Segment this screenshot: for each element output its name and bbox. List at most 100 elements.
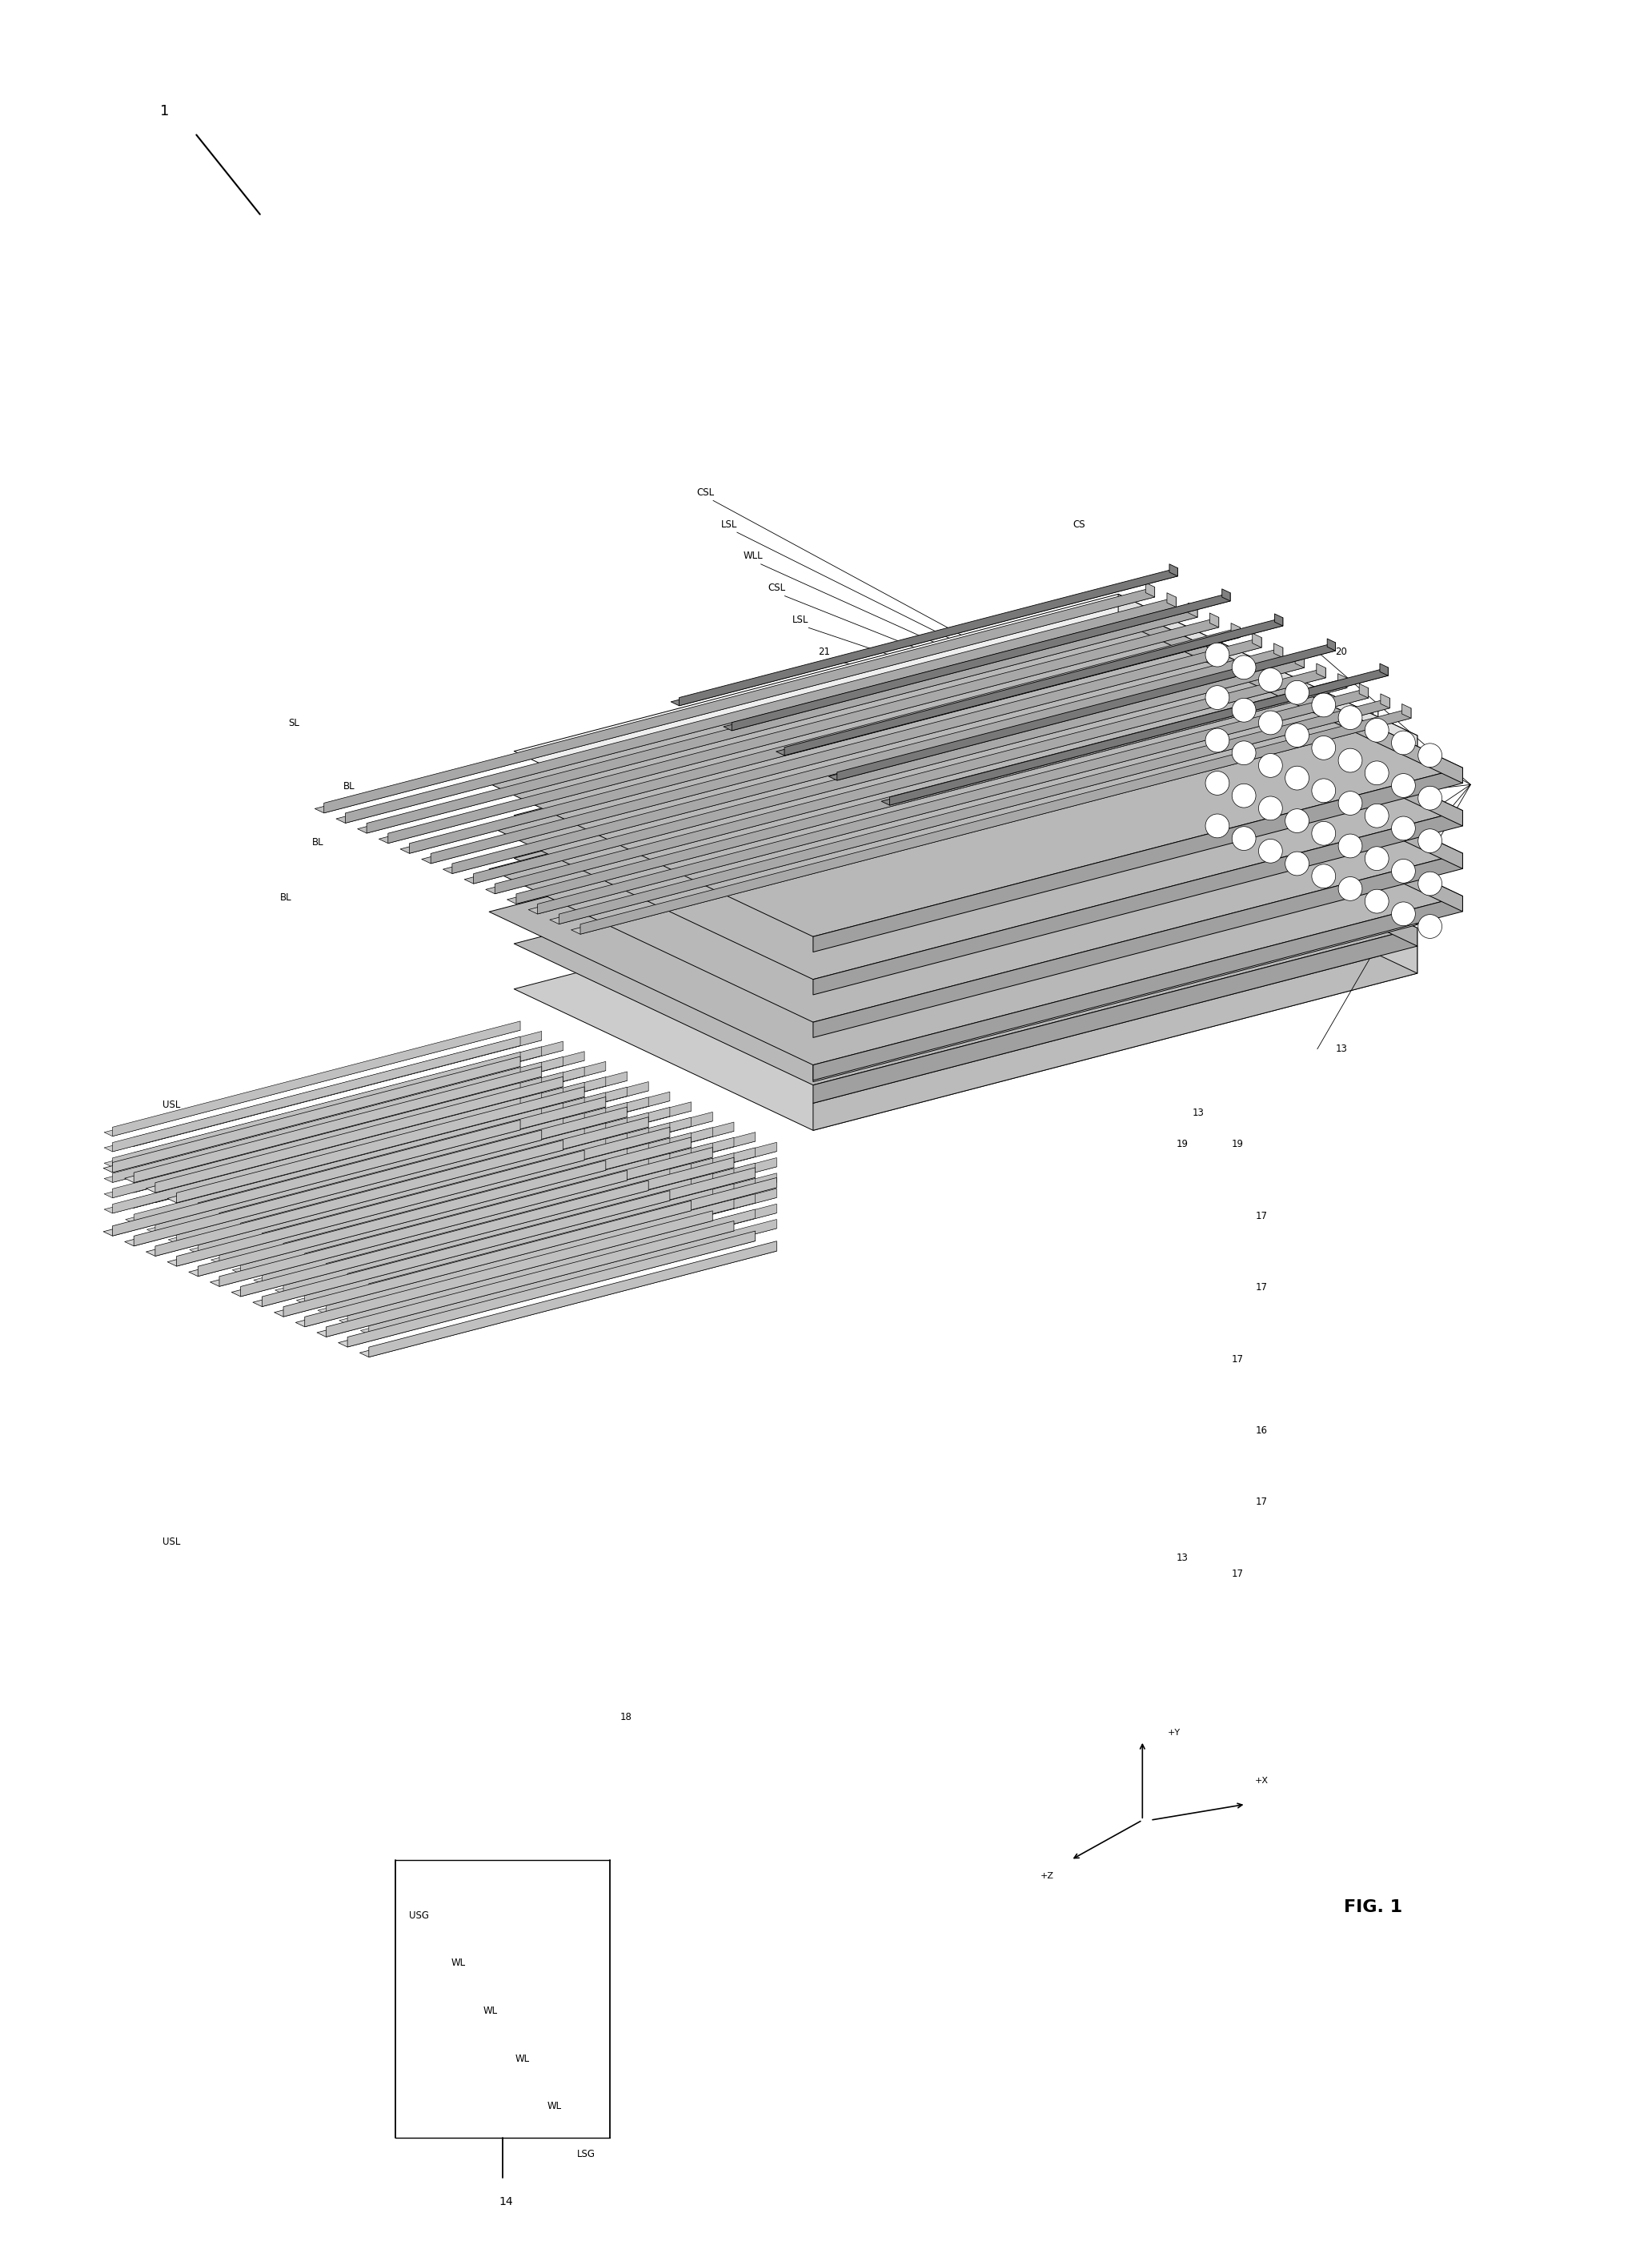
Polygon shape: [220, 1132, 628, 1248]
Polygon shape: [112, 1055, 520, 1173]
Polygon shape: [317, 1142, 733, 1253]
Polygon shape: [169, 1132, 585, 1243]
Polygon shape: [304, 1173, 712, 1289]
Polygon shape: [486, 673, 1325, 895]
Polygon shape: [276, 1185, 691, 1293]
Polygon shape: [325, 1169, 733, 1284]
Polygon shape: [1295, 652, 1303, 668]
Polygon shape: [360, 1148, 776, 1257]
Polygon shape: [241, 1180, 649, 1296]
Polygon shape: [147, 1062, 563, 1171]
Polygon shape: [210, 1176, 628, 1287]
Text: 17: 17: [1256, 1212, 1267, 1221]
Polygon shape: [104, 1042, 520, 1151]
Polygon shape: [220, 1119, 628, 1232]
Polygon shape: [198, 1096, 606, 1212]
Polygon shape: [231, 1123, 649, 1232]
Polygon shape: [1170, 564, 1178, 575]
Polygon shape: [514, 723, 1417, 1022]
Polygon shape: [276, 1123, 691, 1232]
Polygon shape: [167, 1155, 585, 1266]
Polygon shape: [190, 1112, 606, 1223]
Circle shape: [1259, 668, 1282, 691]
Circle shape: [1285, 852, 1308, 877]
Text: +Z: +Z: [1041, 1871, 1054, 1880]
Polygon shape: [104, 1103, 520, 1214]
Polygon shape: [368, 1178, 776, 1293]
Polygon shape: [233, 1117, 649, 1228]
Polygon shape: [679, 569, 1178, 707]
Circle shape: [1417, 915, 1442, 938]
Polygon shape: [276, 1108, 691, 1216]
Polygon shape: [1118, 680, 1417, 838]
Polygon shape: [515, 677, 1346, 904]
Polygon shape: [274, 1144, 691, 1253]
Polygon shape: [776, 623, 1284, 757]
Polygon shape: [514, 831, 1417, 1130]
Polygon shape: [188, 1166, 606, 1275]
Circle shape: [1206, 813, 1229, 838]
Polygon shape: [317, 1205, 733, 1314]
Polygon shape: [254, 1112, 669, 1223]
Polygon shape: [241, 1160, 649, 1273]
Polygon shape: [155, 1058, 563, 1171]
Polygon shape: [474, 657, 1303, 883]
Polygon shape: [1118, 766, 1417, 924]
Circle shape: [1391, 775, 1416, 797]
Polygon shape: [1118, 616, 1417, 775]
Polygon shape: [431, 636, 1262, 863]
Polygon shape: [360, 1225, 776, 1334]
Polygon shape: [1381, 693, 1389, 709]
Polygon shape: [347, 1166, 755, 1284]
Polygon shape: [147, 1046, 563, 1157]
Polygon shape: [304, 1128, 712, 1243]
Text: USL: USL: [162, 1099, 180, 1110]
Polygon shape: [177, 1099, 585, 1212]
Text: USL: USL: [162, 1536, 180, 1547]
Polygon shape: [198, 1076, 606, 1191]
Polygon shape: [177, 1051, 585, 1166]
Text: BL: BL: [281, 892, 292, 904]
Polygon shape: [147, 1078, 563, 1187]
Polygon shape: [211, 1076, 628, 1187]
Polygon shape: [155, 1071, 563, 1187]
Circle shape: [1206, 643, 1229, 666]
Polygon shape: [145, 1083, 563, 1194]
Polygon shape: [104, 1087, 520, 1198]
Polygon shape: [145, 1146, 563, 1257]
Polygon shape: [813, 779, 1417, 954]
Text: 13: 13: [1176, 1552, 1188, 1563]
Polygon shape: [155, 1042, 563, 1157]
Polygon shape: [126, 1083, 542, 1194]
Polygon shape: [198, 1123, 606, 1239]
Polygon shape: [550, 704, 1389, 924]
Polygon shape: [296, 1117, 712, 1228]
Polygon shape: [263, 1191, 669, 1307]
Text: 18: 18: [620, 1712, 631, 1721]
Polygon shape: [284, 1132, 691, 1248]
Polygon shape: [124, 1071, 542, 1182]
Polygon shape: [296, 1153, 712, 1264]
Circle shape: [1285, 723, 1308, 747]
Polygon shape: [211, 1092, 628, 1203]
Circle shape: [1391, 815, 1416, 840]
Polygon shape: [1222, 589, 1231, 600]
Circle shape: [1232, 784, 1256, 809]
Text: CSL: CSL: [695, 487, 714, 498]
Polygon shape: [813, 768, 1462, 951]
Circle shape: [1232, 698, 1256, 723]
Polygon shape: [1118, 702, 1417, 861]
Polygon shape: [732, 593, 1231, 732]
Text: 16: 16: [1256, 1425, 1267, 1436]
Polygon shape: [104, 1062, 520, 1173]
Polygon shape: [347, 1162, 755, 1277]
Polygon shape: [276, 1169, 691, 1280]
Polygon shape: [347, 1194, 755, 1309]
Polygon shape: [339, 1185, 755, 1293]
Circle shape: [1417, 829, 1442, 854]
Circle shape: [1391, 732, 1416, 754]
Polygon shape: [220, 1148, 628, 1264]
Polygon shape: [813, 811, 1462, 994]
Text: 19: 19: [1232, 1139, 1244, 1151]
Polygon shape: [514, 636, 1417, 935]
